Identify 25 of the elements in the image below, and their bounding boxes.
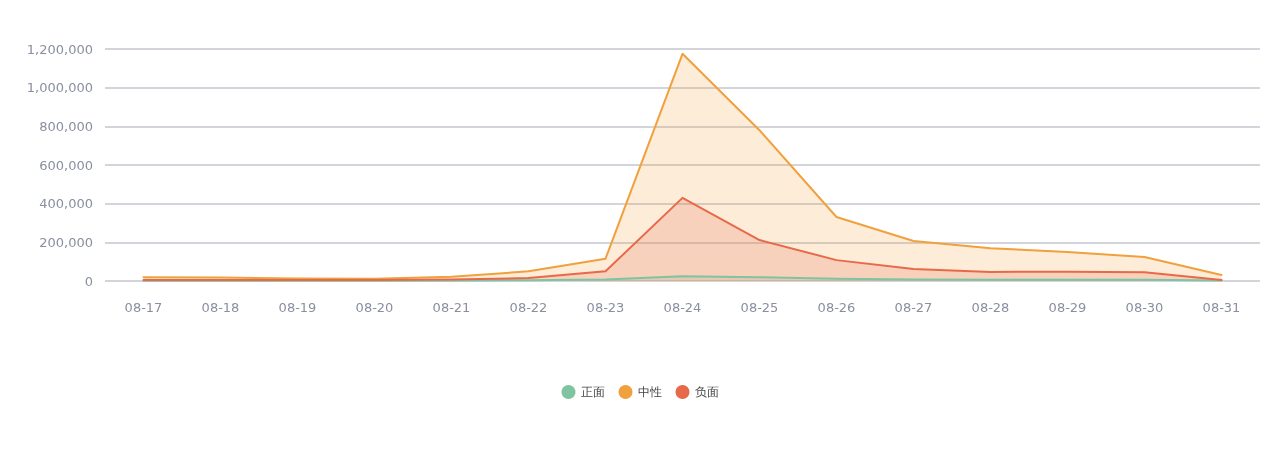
x-tick-label: 08-19 xyxy=(278,300,317,315)
x-tick-label: 08-27 xyxy=(894,300,933,315)
y-tick-label: 1,000,000 xyxy=(26,80,93,96)
x-tick-label: 08-25 xyxy=(740,300,779,315)
x-tick-label: 08-18 xyxy=(201,300,240,315)
legend-label: 负面 xyxy=(694,385,719,399)
y-tick-label: 200,000 xyxy=(39,234,93,250)
x-tick-label: 08-17 xyxy=(124,300,163,315)
x-tick-label: 08-24 xyxy=(663,300,702,315)
x-tick-label: 08-21 xyxy=(432,300,471,315)
y-tick-label: 1,200,000 xyxy=(26,41,93,57)
x-tick-label: 08-31 xyxy=(1202,300,1241,315)
y-tick-label: 0 xyxy=(84,273,93,289)
x-tick-label: 08-29 xyxy=(1048,300,1087,315)
x-tick-label: 08-26 xyxy=(817,300,856,315)
legend-label: 正面 xyxy=(580,385,605,399)
x-tick-label: 08-20 xyxy=(355,300,394,315)
x-tick-label: 08-23 xyxy=(586,300,625,315)
y-tick-label: 600,000 xyxy=(39,157,93,173)
legend-label: 中性 xyxy=(637,385,662,399)
y-tick-label: 400,000 xyxy=(39,196,93,212)
x-tick-label: 08-22 xyxy=(509,300,548,315)
y-tick-label: 800,000 xyxy=(39,118,93,134)
x-tick-label: 08-30 xyxy=(1125,300,1164,315)
x-tick-label: 08-28 xyxy=(971,300,1010,315)
